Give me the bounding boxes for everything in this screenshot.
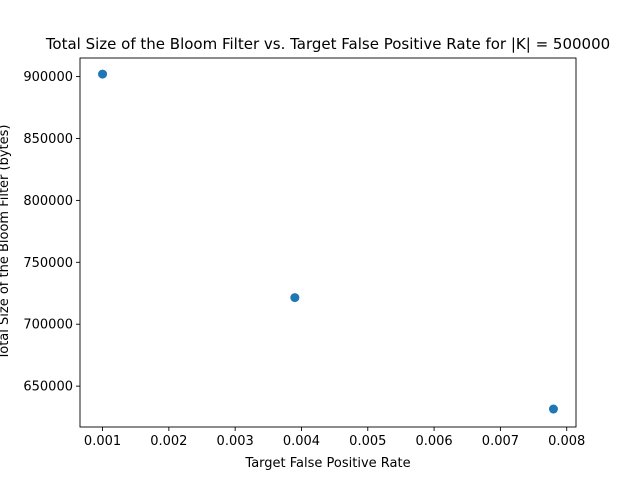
y-tick-label: 900000 (23, 70, 73, 85)
y-tick-label: 850000 (23, 132, 73, 147)
data-point (548, 404, 558, 414)
y-tick-label: 750000 (23, 256, 73, 271)
x-tick-label: 0.004 (283, 434, 320, 449)
y-axis-label: Total Size of the Bloom Filter (bytes) (0, 125, 12, 361)
x-tick-label: 0.006 (415, 434, 452, 449)
y-tick-label: 700000 (23, 318, 73, 333)
data-point (290, 293, 300, 303)
x-tick-label: 0.003 (217, 434, 254, 449)
y-tick-label: 650000 (23, 380, 73, 395)
x-tick-label: 0.008 (548, 434, 585, 449)
x-axis-label: Target False Positive Rate (244, 456, 410, 471)
data-point (98, 69, 108, 79)
axes-frame (79, 57, 577, 428)
plot-area: 0.001 0.002 0.003 0.004 0.005 0.006 0.007 0.008… (23, 57, 585, 449)
y-tick-label: 800000 (23, 194, 73, 209)
x-tick-label: 0.005 (349, 434, 386, 449)
x-tick-label: 0.001 (84, 434, 121, 449)
chart-title: Total Size of the Bloom Filter vs. Targe… (45, 35, 610, 53)
x-tick-label: 0.002 (150, 434, 187, 449)
x-tick-label: 0.007 (482, 434, 519, 449)
